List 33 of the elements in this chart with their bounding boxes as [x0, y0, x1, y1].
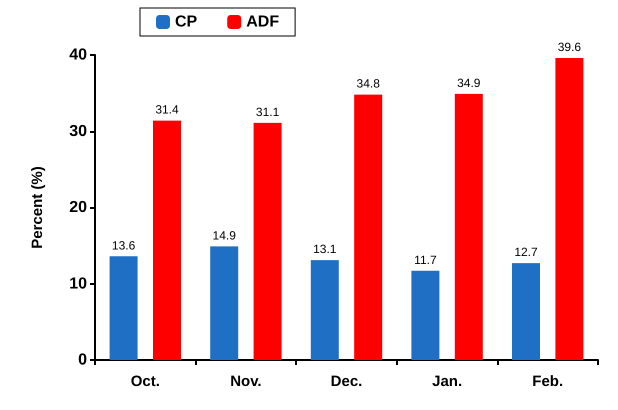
y-tick-label: 20	[69, 199, 88, 216]
data-label: 34.9	[457, 76, 481, 90]
bar	[512, 263, 540, 360]
x-tick-label: Dec.	[330, 373, 362, 390]
data-label: 13.1	[313, 242, 337, 256]
legend-label: CP	[175, 14, 198, 30]
bar	[110, 256, 138, 360]
data-label: 11.7	[414, 252, 437, 267]
bar	[354, 94, 382, 360]
bar	[310, 260, 339, 360]
bar	[210, 246, 238, 360]
data-label: 39.6	[558, 40, 582, 54]
data-label: 31.4	[155, 102, 179, 117]
y-tick-label: 30	[69, 122, 88, 140]
x-tick-label: Jan.	[432, 373, 462, 390]
data-label: 12.7	[514, 245, 538, 260]
bar	[454, 94, 483, 360]
data-label: 31.1	[256, 104, 280, 119]
data-label: 34.8	[356, 76, 380, 91]
y-axis-title: Percent (%)	[29, 166, 46, 249]
bar	[153, 120, 181, 360]
x-tick-label: Feb.	[532, 373, 564, 390]
data-label: 14.9	[212, 228, 236, 242]
y-tick-label: 40	[69, 46, 88, 64]
bar	[555, 58, 584, 360]
x-tick-label: Oct.	[130, 373, 160, 390]
y-tick-label: 10	[69, 275, 88, 292]
legend-label: ADF	[246, 14, 280, 30]
x-tick-label: Nov.	[230, 373, 262, 390]
y-tick-label: 0	[78, 352, 88, 368]
bar	[411, 270, 440, 360]
bar	[254, 122, 282, 360]
data-label: 13.6	[112, 238, 136, 252]
